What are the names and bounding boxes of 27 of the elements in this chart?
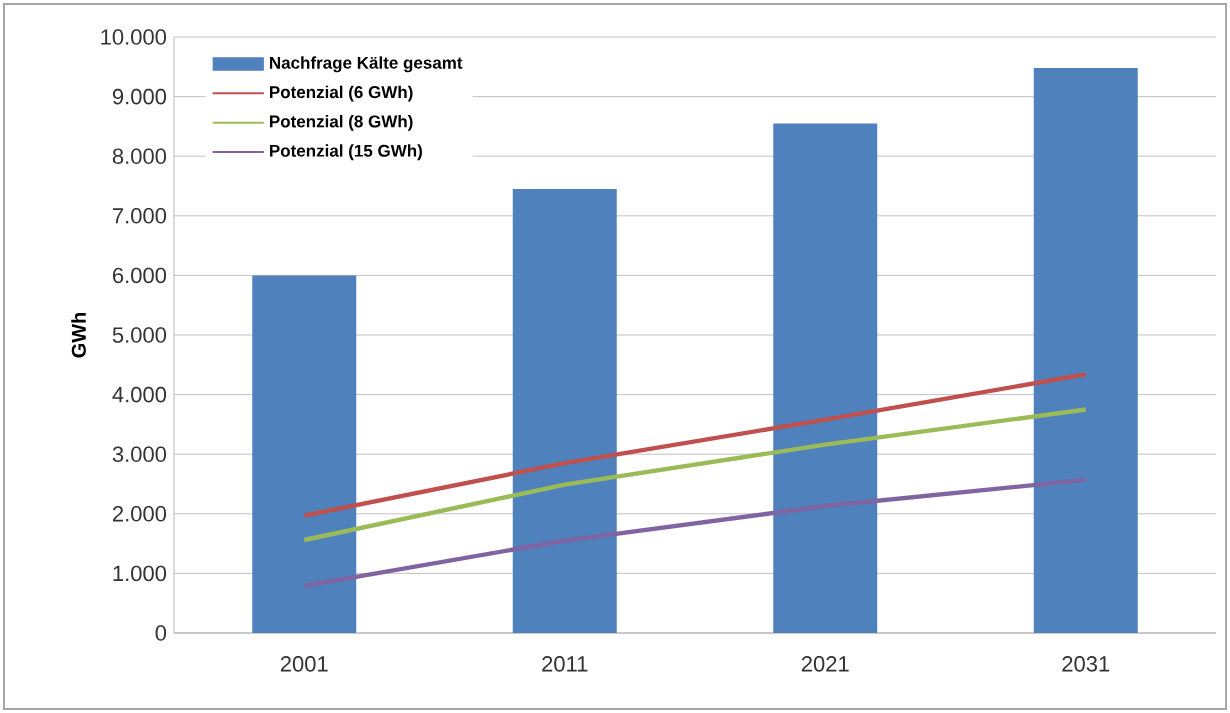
x-tick-label: 2021 xyxy=(801,656,849,672)
y-tick-label: 1.000 xyxy=(113,565,167,582)
y-tick-label: 6.000 xyxy=(113,267,167,284)
x-tick-label: 2001 xyxy=(280,656,328,672)
line-series xyxy=(302,372,1088,518)
y-tick-label: 9.000 xyxy=(112,88,167,105)
y-tick-label: 2.000 xyxy=(112,506,167,522)
bar xyxy=(252,275,357,633)
y-tick-label: 4.000 xyxy=(112,386,167,403)
y-tick-label: 8.000 xyxy=(112,148,167,164)
y-axis-title: GWh xyxy=(71,312,86,358)
y-tick-label: 3.000 xyxy=(112,446,167,462)
legend-label: Potenzial (8 GWh) xyxy=(270,114,413,131)
y-tick-label: 5.000 xyxy=(112,327,167,343)
y-tick-label: 7.000 xyxy=(113,208,167,224)
bar xyxy=(512,188,617,633)
y-tick-label: 10.000 xyxy=(101,29,167,45)
line-series xyxy=(302,407,1088,543)
legend-label: Potenzial (6 GWh) xyxy=(270,85,413,102)
y-tick-label: 0 xyxy=(155,625,167,641)
line-series xyxy=(302,477,1088,589)
bar xyxy=(773,123,878,633)
legend-label: Nachfrage Kälte gesamt xyxy=(270,56,463,73)
legend-label: Potenzial (15 GWh) xyxy=(270,144,422,161)
bar xyxy=(1033,67,1138,633)
x-tick-label: 2011 xyxy=(542,656,588,672)
x-tick-label: 2031 xyxy=(1062,656,1110,672)
